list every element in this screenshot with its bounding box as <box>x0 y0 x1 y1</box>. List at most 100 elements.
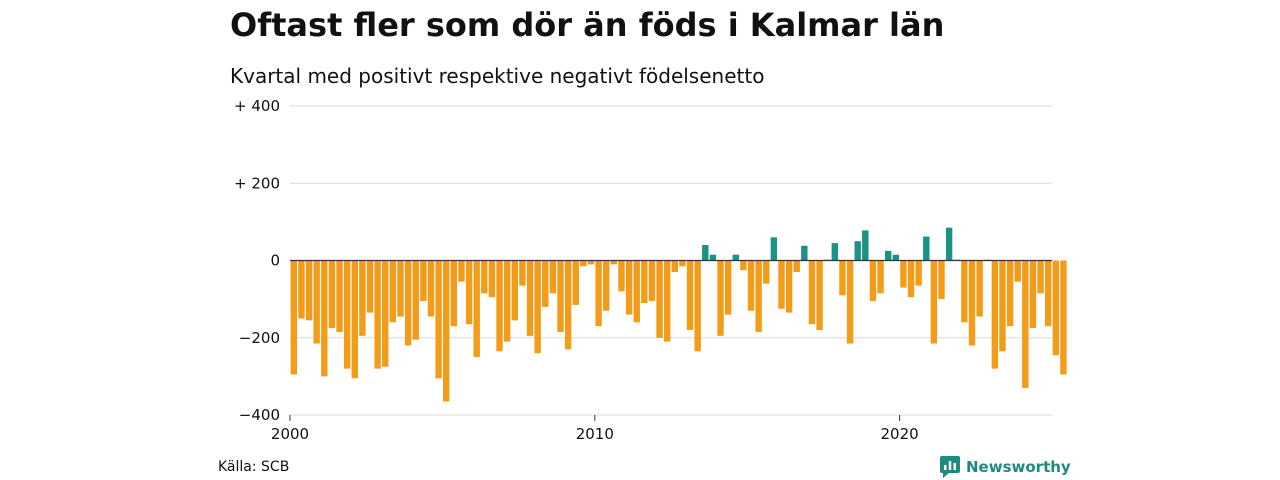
source-note: Källa: SCB <box>218 459 290 475</box>
y-tick-label: + 400 <box>234 97 280 115</box>
bar <box>351 260 358 379</box>
bar <box>1060 260 1067 375</box>
bar <box>663 260 671 342</box>
bar <box>534 260 541 354</box>
bar <box>496 260 503 352</box>
bar <box>648 260 656 302</box>
grid-lines <box>290 105 1052 416</box>
bar <box>945 227 953 261</box>
bar <box>336 260 343 332</box>
brand-name: Newsworthy <box>966 458 1071 476</box>
bar <box>686 260 694 331</box>
bar <box>862 230 869 261</box>
y-tick-label: + 200 <box>234 174 280 192</box>
bar <box>961 260 968 323</box>
brand[interactable]: Newsworthy <box>940 456 1071 478</box>
bar <box>435 260 442 379</box>
y-axis-labels: + 400 + 200 0 −200 −400 <box>234 97 280 424</box>
x-axis: 2000 2010 2020 <box>271 415 919 443</box>
bar <box>580 260 587 267</box>
chart-title: Oftast fler som dör än föds i Kalmar län <box>230 6 945 44</box>
x-tick-label: 2020 <box>881 425 919 443</box>
bar <box>603 260 610 311</box>
bar <box>884 250 892 261</box>
bar <box>709 254 717 261</box>
bar <box>564 260 572 350</box>
bar <box>732 254 739 261</box>
bar <box>503 260 511 342</box>
bar <box>313 260 320 344</box>
bar <box>366 260 374 313</box>
bar <box>290 260 298 375</box>
bar <box>717 260 724 336</box>
bar <box>1006 260 1014 327</box>
bars <box>290 227 1067 402</box>
bar <box>404 260 412 346</box>
bar <box>976 260 983 317</box>
bar <box>359 260 366 336</box>
bar <box>572 260 579 305</box>
bar <box>625 260 633 315</box>
bar <box>465 260 473 325</box>
bar <box>839 260 846 296</box>
bar <box>328 260 336 329</box>
bar <box>877 260 884 294</box>
bar <box>1052 260 1060 356</box>
bar <box>397 260 404 317</box>
bar <box>488 260 496 298</box>
bar <box>412 260 419 340</box>
bar <box>526 260 534 336</box>
bar <box>427 260 435 317</box>
bar <box>892 254 899 261</box>
y-tick-label: 0 <box>270 252 280 270</box>
bar <box>930 260 938 344</box>
bar <box>610 260 618 265</box>
bar <box>656 260 663 338</box>
bar <box>557 260 564 332</box>
bar <box>1029 260 1037 329</box>
bar <box>671 260 679 273</box>
newsworthy-logo-icon <box>940 456 960 478</box>
bar <box>793 260 800 273</box>
bar <box>869 260 877 302</box>
y-tick-label: −400 <box>239 406 280 424</box>
bar <box>481 260 488 294</box>
x-tick-label: 2010 <box>576 425 614 443</box>
x-tick-label: 2000 <box>271 425 309 443</box>
bar <box>999 260 1006 352</box>
bar <box>724 260 732 315</box>
bar <box>1044 260 1052 327</box>
bar <box>694 260 701 352</box>
bar <box>991 260 999 369</box>
bar <box>549 260 557 294</box>
bar <box>846 260 854 344</box>
bar <box>1037 260 1044 294</box>
bar <box>679 260 686 267</box>
bar <box>808 260 816 325</box>
bar <box>298 260 305 319</box>
bar <box>389 260 397 323</box>
bar <box>321 260 328 377</box>
bar <box>740 260 747 271</box>
bar <box>900 260 907 288</box>
bar <box>542 260 549 307</box>
bar <box>755 260 762 332</box>
bar <box>595 260 602 327</box>
bar <box>702 245 709 261</box>
bar <box>785 260 793 313</box>
bar <box>854 241 861 261</box>
bar <box>374 260 381 369</box>
bar <box>778 260 785 309</box>
bar <box>443 260 450 402</box>
bar <box>587 260 595 265</box>
bar <box>641 260 648 303</box>
bar <box>747 260 755 311</box>
bar <box>382 260 389 367</box>
bar <box>420 260 427 302</box>
bar <box>801 245 808 261</box>
bar <box>938 260 945 300</box>
bar <box>968 260 976 346</box>
bar <box>816 260 823 331</box>
bar <box>923 236 930 261</box>
